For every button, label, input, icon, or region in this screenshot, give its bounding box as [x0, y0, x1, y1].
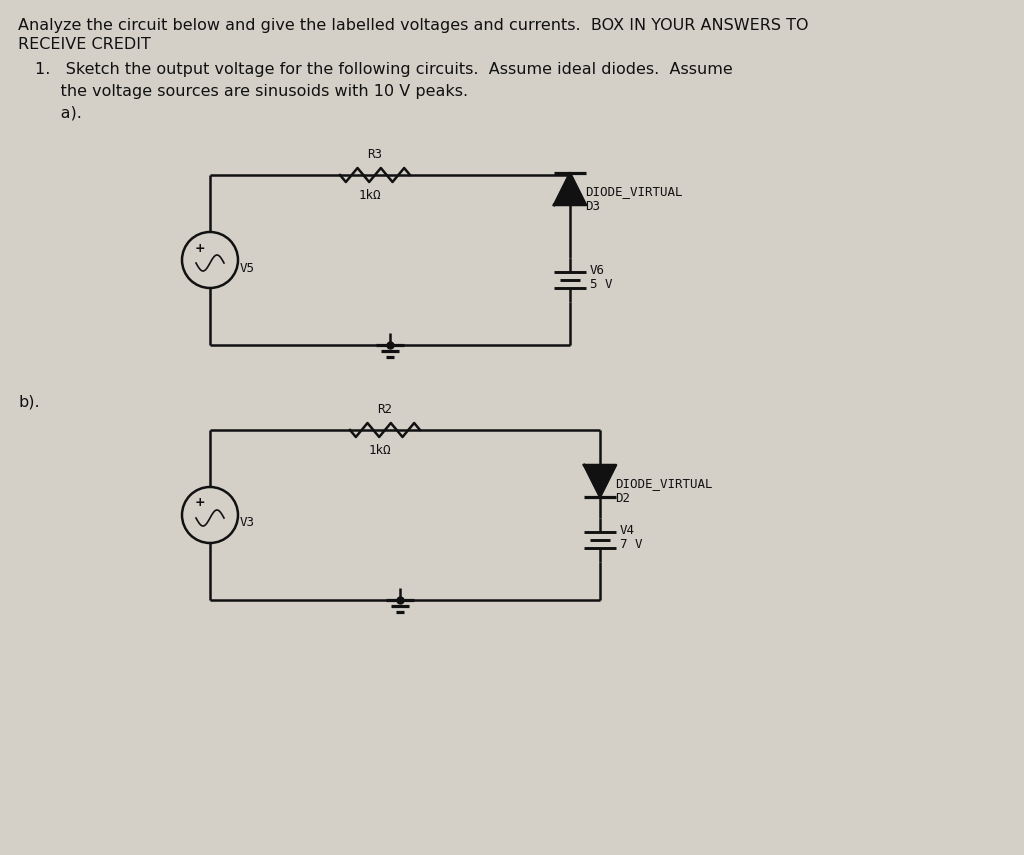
Text: 1kΩ: 1kΩ	[358, 189, 381, 202]
Text: RECEIVE CREDIT: RECEIVE CREDIT	[18, 37, 151, 52]
Text: the voltage sources are sinusoids with 10 V peaks.: the voltage sources are sinusoids with 1…	[35, 84, 468, 99]
Polygon shape	[584, 465, 616, 497]
Text: D2: D2	[615, 492, 630, 505]
Text: 1.   Sketch the output voltage for the following circuits.  Assume ideal diodes.: 1. Sketch the output voltage for the fol…	[35, 62, 733, 77]
Text: R2: R2	[378, 403, 392, 416]
Text: V4: V4	[620, 523, 635, 536]
Text: Analyze the circuit below and give the labelled voltages and currents.  BOX IN Y: Analyze the circuit below and give the l…	[18, 18, 809, 33]
Text: 5 V: 5 V	[590, 279, 612, 292]
Text: V3: V3	[240, 516, 255, 529]
Text: DIODE_VIRTUAL: DIODE_VIRTUAL	[615, 477, 713, 490]
Text: a).: a).	[35, 106, 82, 121]
Text: V5: V5	[240, 262, 255, 274]
Text: b).: b).	[18, 395, 40, 410]
Text: 7 V: 7 V	[620, 539, 642, 551]
Polygon shape	[554, 173, 586, 205]
Text: D3: D3	[585, 200, 600, 213]
Text: V6: V6	[590, 263, 605, 276]
Text: 1kΩ: 1kΩ	[369, 444, 391, 457]
Text: +: +	[195, 497, 206, 510]
Text: R3: R3	[368, 148, 383, 161]
Text: DIODE_VIRTUAL: DIODE_VIRTUAL	[585, 185, 683, 198]
Text: +: +	[195, 241, 206, 255]
